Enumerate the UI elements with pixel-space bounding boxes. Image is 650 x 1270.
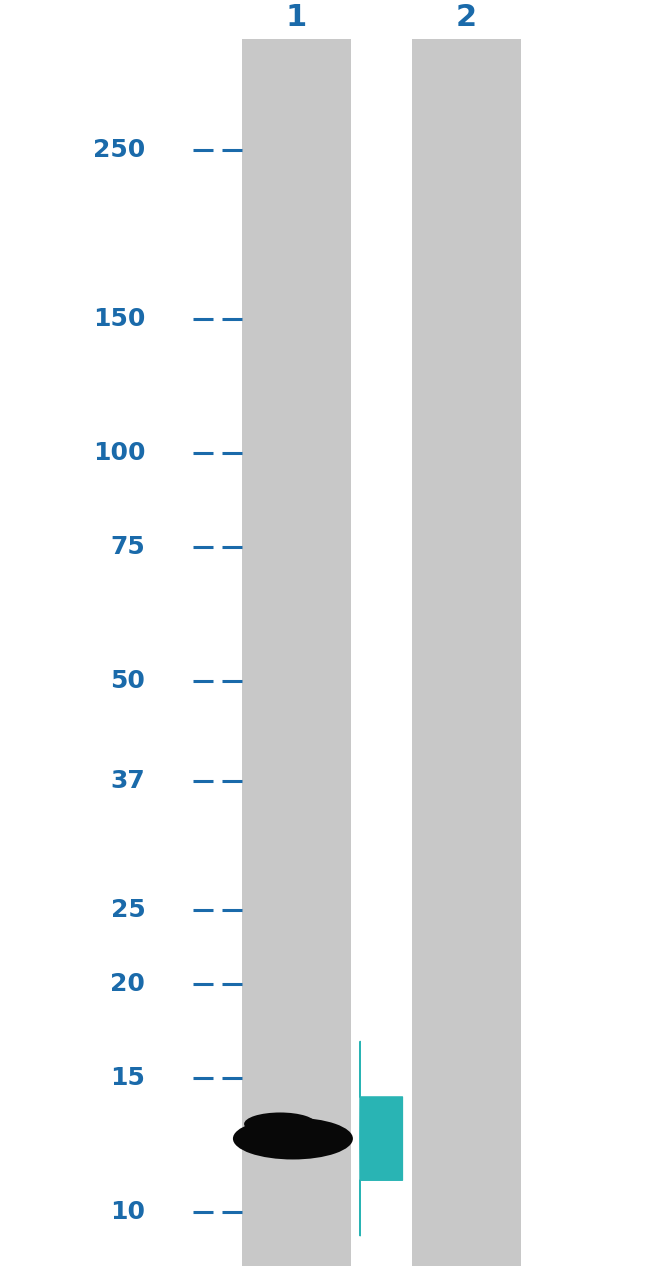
Text: 250: 250: [93, 138, 146, 163]
Text: 75: 75: [111, 536, 146, 560]
Text: 10: 10: [111, 1200, 146, 1224]
Text: 100: 100: [93, 441, 146, 465]
Bar: [411, 39, 521, 1266]
Text: 150: 150: [93, 307, 146, 330]
Text: 50: 50: [111, 669, 146, 693]
Text: 20: 20: [111, 972, 146, 996]
Ellipse shape: [233, 1118, 353, 1160]
Text: 25: 25: [111, 898, 146, 922]
Text: 1: 1: [285, 3, 307, 32]
Bar: [242, 39, 350, 1266]
Ellipse shape: [244, 1113, 316, 1135]
Text: 37: 37: [111, 768, 146, 792]
Text: 15: 15: [111, 1067, 146, 1091]
Text: 2: 2: [456, 3, 476, 32]
